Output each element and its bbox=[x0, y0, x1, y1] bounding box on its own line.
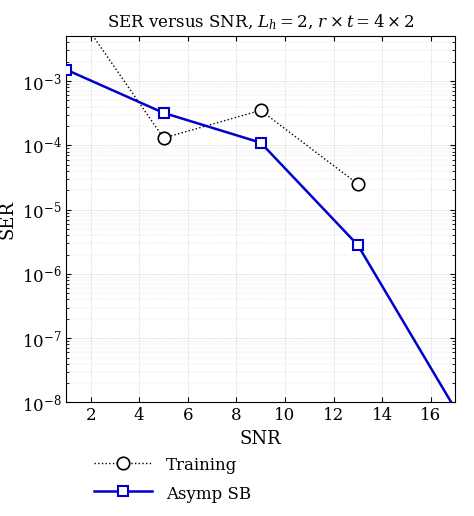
Training bbox=[161, 135, 166, 141]
Line: Training: Training bbox=[60, 0, 364, 190]
Asymp SB bbox=[355, 242, 361, 248]
X-axis label: SNR: SNR bbox=[240, 430, 282, 448]
Training bbox=[258, 107, 264, 114]
Asymp SB bbox=[258, 140, 264, 146]
Legend: Training, Asymp SB: Training, Asymp SB bbox=[94, 455, 251, 504]
Title: SER versus SNR, $L_h = 2$, $r \times t = 4 \times 2$: SER versus SNR, $L_h = 2$, $r \times t =… bbox=[107, 13, 415, 33]
Asymp SB bbox=[452, 406, 458, 412]
Line: Asymp SB: Asymp SB bbox=[62, 65, 460, 413]
Asymp SB bbox=[161, 110, 166, 116]
Training bbox=[355, 181, 361, 187]
Asymp SB bbox=[64, 67, 69, 73]
Y-axis label: SER: SER bbox=[0, 200, 16, 239]
